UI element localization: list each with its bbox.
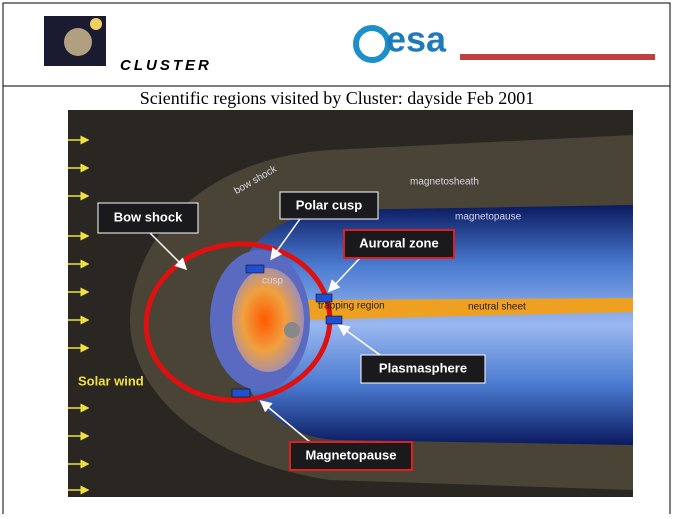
figure bbox=[68, 110, 633, 497]
region-label: magnetosheath bbox=[410, 177, 479, 188]
callout-box bbox=[360, 354, 486, 384]
solar-wind-label: Solar wind bbox=[78, 373, 144, 388]
agency-name: esa bbox=[386, 19, 447, 60]
callout-box bbox=[343, 229, 455, 259]
mission-name: CLUSTER bbox=[120, 57, 212, 74]
agency-logo bbox=[353, 25, 655, 63]
callout: Auroral zone bbox=[359, 235, 438, 250]
callout-lines bbox=[149, 218, 381, 443]
callout-box bbox=[279, 191, 379, 220]
callout-box bbox=[97, 202, 199, 234]
callout-box bbox=[289, 441, 413, 471]
callout: Bow shock bbox=[114, 209, 183, 224]
solar-wind-arrows bbox=[68, 135, 90, 495]
callout: Magnetopause bbox=[305, 447, 396, 462]
region-label: cusp bbox=[262, 276, 284, 287]
region-label: magnetopause bbox=[455, 212, 522, 223]
mission-logo bbox=[44, 16, 106, 66]
slide-title: Scientific regions visited by Cluster: d… bbox=[140, 88, 534, 108]
region-label: trapping region bbox=[318, 301, 385, 312]
region-label: neutral sheet bbox=[468, 302, 526, 313]
callout: Polar cusp bbox=[296, 197, 363, 212]
callout: Plasmasphere bbox=[379, 360, 467, 375]
